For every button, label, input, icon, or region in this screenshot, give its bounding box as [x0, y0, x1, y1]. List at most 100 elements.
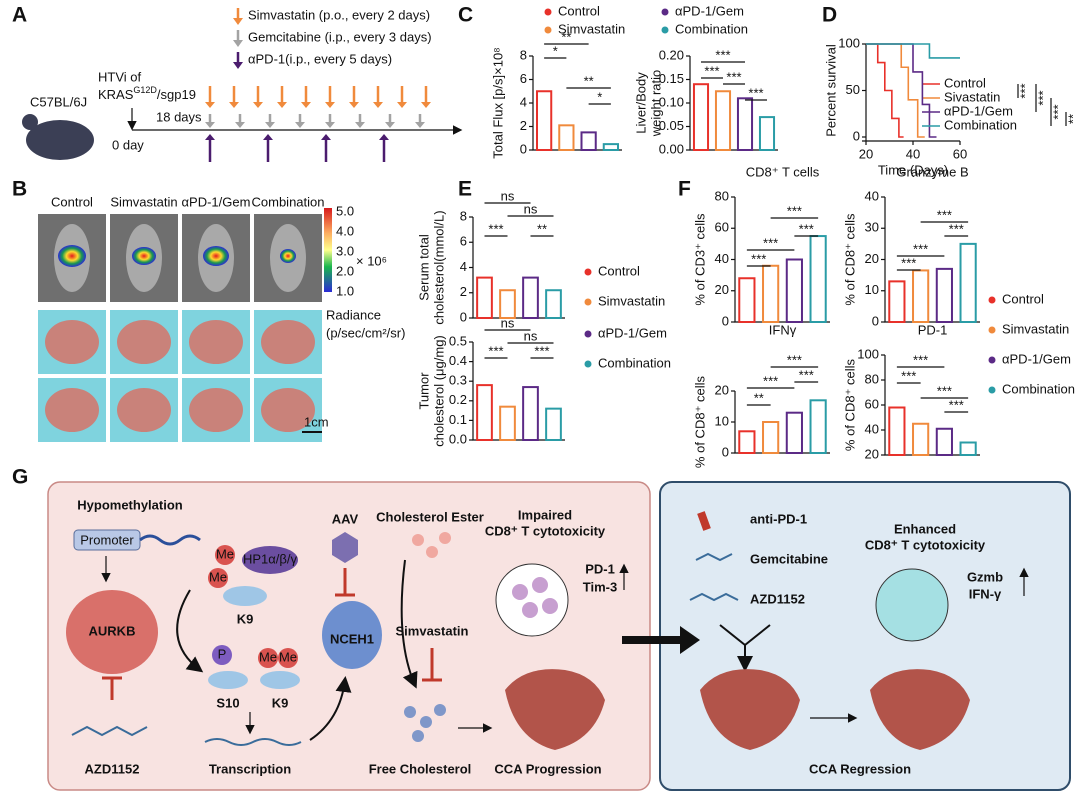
legend-dot — [988, 326, 996, 334]
bar — [558, 124, 575, 151]
legend-dot — [584, 268, 592, 276]
y-axis-label: weight ratio — [648, 70, 663, 137]
sig-label: ** — [754, 390, 764, 405]
day0: 0 day — [112, 137, 144, 152]
tcell-zoom — [495, 563, 569, 637]
nucleosome — [223, 586, 267, 606]
sig-label: ** — [537, 221, 547, 236]
sig-label: *** — [799, 367, 814, 382]
sig-label: * — [597, 89, 602, 104]
bar — [738, 430, 756, 454]
sig-label: *** — [799, 221, 814, 236]
dose-arrowhead — [205, 134, 215, 140]
sig-label: *** — [949, 221, 964, 236]
colorbar-tick: 2.0 — [336, 263, 354, 278]
panel-label: D — [822, 4, 837, 27]
bar — [758, 116, 776, 151]
liver — [700, 669, 800, 750]
dose-arrowhead — [263, 134, 273, 140]
g-text: HP1α/β/γ — [243, 551, 298, 566]
strain: C57BL/6J — [30, 94, 87, 109]
dose-arrowhead — [265, 122, 275, 128]
sig-label: *** — [913, 352, 928, 367]
hp1 — [242, 546, 298, 574]
y-tick-label: 0.1 — [449, 412, 467, 427]
legend-dot — [988, 386, 996, 394]
dose-arrowhead — [295, 122, 305, 128]
y-axis-label: % of CD3⁺ cells — [692, 213, 707, 306]
aurkb-protein — [66, 590, 158, 674]
rna — [204, 738, 302, 746]
radiance: Radiance — [326, 307, 381, 322]
g-text: IFN-γ — [969, 586, 1002, 601]
y-tick-label: 0.20 — [659, 47, 684, 62]
dose-arrowhead — [325, 102, 335, 108]
bar — [762, 264, 780, 323]
sig-label: *** — [704, 63, 719, 78]
legend-label: Combination — [944, 117, 1017, 132]
panel-label: C — [458, 4, 473, 27]
bar — [499, 405, 516, 441]
y-tick-label: 50 — [846, 82, 860, 97]
y-tick-label: 30 — [865, 220, 879, 235]
g-text: Transcription — [209, 761, 291, 776]
g-arrow — [400, 559, 418, 689]
tcell — [542, 598, 558, 614]
y-tick-label: 0.05 — [659, 118, 684, 133]
y-tick-label: 0 — [722, 313, 729, 328]
y-tick-label: 6 — [460, 234, 467, 249]
panel-a: C57BL/6J HTVi of KRASG12D/sgp19 0 day 18… — [22, 69, 463, 160]
bar — [602, 143, 619, 151]
nceh1-protein — [322, 601, 382, 669]
aav-icon — [332, 532, 358, 563]
bar — [959, 242, 977, 323]
y-axis-label: % of CD8⁺ cells — [842, 213, 857, 306]
molecule — [695, 552, 733, 562]
bar — [736, 97, 754, 152]
dose-arrowhead — [205, 122, 215, 128]
legend-dot — [544, 8, 552, 16]
x-tick-label: 20 — [859, 146, 873, 161]
y-tick-label: 20 — [715, 282, 729, 297]
sig-label: ns — [524, 328, 538, 343]
ester-dot — [412, 534, 424, 546]
panel-label: A — [12, 4, 27, 27]
bar — [499, 289, 516, 320]
bar — [522, 386, 539, 441]
sig-label: *** — [787, 203, 802, 218]
radiance-unit: (p/sec/cm²/sr) — [326, 325, 405, 340]
bar — [935, 427, 953, 456]
signal — [280, 249, 296, 263]
g-text: CD8⁺ T cytotoxicity — [865, 537, 986, 552]
g-text: S10 — [216, 695, 239, 710]
g-text: Promoter — [80, 532, 134, 547]
g-text: Simvastatin — [396, 623, 469, 638]
sig-label: *** — [763, 235, 778, 250]
nucleosome — [208, 671, 248, 689]
y-tick-label: 20 — [865, 251, 879, 266]
g-text: Me — [216, 546, 234, 561]
y-axis-label: Serum total — [416, 234, 431, 301]
tcell — [512, 584, 528, 600]
me-mark — [258, 648, 278, 668]
g-text: NCEH1 — [330, 631, 374, 646]
dose-arrowhead — [421, 102, 431, 108]
g-text: Free Cholesterol — [369, 761, 472, 776]
dose-arrowhead — [415, 122, 425, 128]
y-tick-label: 100 — [857, 346, 879, 361]
legend-dot — [661, 8, 669, 16]
chol-dot — [420, 716, 432, 728]
colorbar-tick: 3.0 — [336, 243, 354, 258]
sig-label: ** — [561, 29, 571, 44]
g-text: CCA Progression — [494, 761, 601, 776]
legend-label: Control — [944, 75, 986, 90]
bar — [888, 406, 906, 456]
y-tick-label: 40 — [865, 421, 879, 436]
y-tick-label: 0.3 — [449, 373, 467, 388]
bar — [522, 276, 539, 320]
big-arrow — [622, 626, 700, 654]
dose-arrowhead — [229, 102, 239, 108]
g-text: CD8⁺ T cytotoxicity — [485, 523, 606, 538]
g-text: Gemcitabine — [750, 551, 828, 566]
y-tick-label: 40 — [715, 251, 729, 266]
